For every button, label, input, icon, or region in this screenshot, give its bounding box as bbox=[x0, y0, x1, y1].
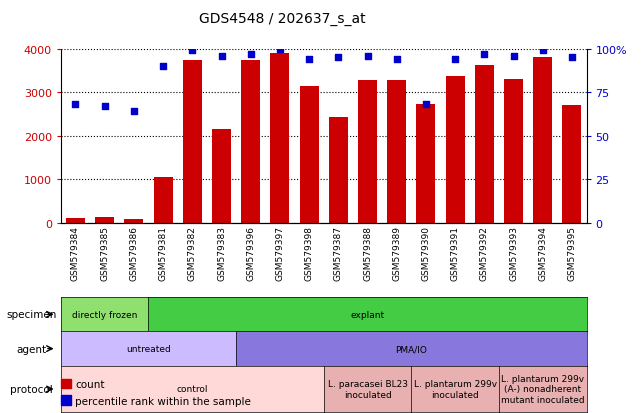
Bar bbox=[96, 217, 114, 223]
Point bbox=[158, 64, 168, 70]
Point bbox=[217, 53, 227, 60]
Bar bbox=[329, 118, 348, 223]
Point bbox=[392, 57, 402, 63]
Point bbox=[275, 46, 285, 53]
Text: L. plantarum 299v
(A-) nonadherent
mutant inoculated: L. plantarum 299v (A-) nonadherent mutan… bbox=[501, 374, 585, 404]
Text: PMA/IO: PMA/IO bbox=[395, 344, 428, 353]
Text: explant: explant bbox=[351, 310, 385, 319]
Point bbox=[333, 55, 344, 62]
Bar bbox=[183, 60, 202, 223]
Bar bbox=[504, 80, 523, 223]
Point bbox=[479, 52, 490, 58]
Point bbox=[246, 52, 256, 58]
Bar bbox=[212, 130, 231, 223]
Point bbox=[538, 48, 548, 55]
Bar bbox=[445, 76, 465, 223]
Bar bbox=[61, 395, 71, 405]
Text: agent: agent bbox=[17, 344, 47, 354]
Point bbox=[450, 57, 460, 63]
Text: count: count bbox=[75, 379, 104, 389]
Text: specimen: specimen bbox=[6, 309, 57, 320]
Bar bbox=[387, 81, 406, 223]
Text: L. paracasei BL23
inoculated: L. paracasei BL23 inoculated bbox=[328, 380, 408, 399]
Text: directly frozen: directly frozen bbox=[72, 310, 137, 319]
Point bbox=[567, 55, 577, 62]
Text: GDS4548 / 202637_s_at: GDS4548 / 202637_s_at bbox=[199, 12, 365, 26]
Point bbox=[420, 102, 431, 108]
Bar bbox=[299, 86, 319, 223]
Text: control: control bbox=[176, 385, 208, 394]
Bar bbox=[124, 220, 144, 223]
Point bbox=[187, 48, 197, 55]
Point bbox=[99, 104, 110, 110]
Bar bbox=[241, 60, 260, 223]
Point bbox=[304, 57, 314, 63]
Point bbox=[71, 102, 81, 108]
Point bbox=[362, 53, 372, 60]
Bar bbox=[66, 219, 85, 223]
Text: untreated: untreated bbox=[126, 344, 171, 353]
Bar bbox=[475, 66, 494, 223]
Point bbox=[508, 53, 519, 60]
Text: percentile rank within the sample: percentile rank within the sample bbox=[75, 396, 251, 406]
Bar bbox=[61, 379, 71, 388]
Bar bbox=[417, 105, 435, 223]
Text: L. plantarum 299v
inoculated: L. plantarum 299v inoculated bbox=[413, 380, 497, 399]
Point bbox=[129, 109, 139, 115]
Bar bbox=[154, 178, 172, 223]
Bar bbox=[358, 81, 377, 223]
Bar bbox=[562, 106, 581, 223]
Bar bbox=[533, 58, 552, 223]
Bar bbox=[271, 54, 289, 223]
Text: protocol: protocol bbox=[10, 384, 53, 394]
